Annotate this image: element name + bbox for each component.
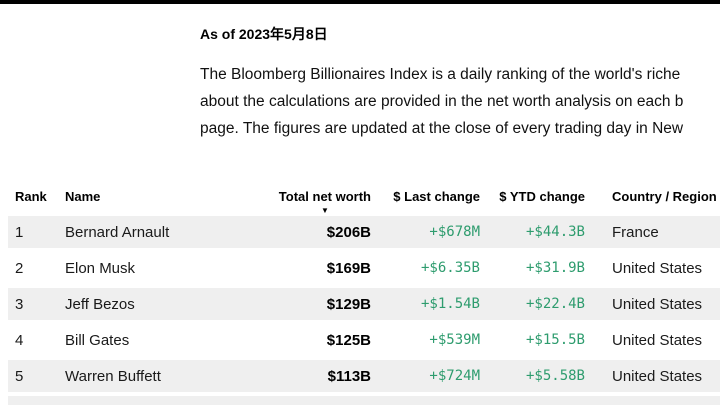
rank-cell: 3 [15,295,24,313]
sort-descending-icon: ▼ [320,206,329,215]
name-cell: Warren Buffett [65,367,161,385]
table-row[interactable]: 2 Elon Musk $169B +$6.35B +$31.9B United… [8,252,720,288]
table-row[interactable]: 5 Warren Buffett $113B +$724M +$5.58B Un… [8,360,720,396]
top-border-bar [0,0,720,4]
country-cell: France [612,223,659,241]
name-cell: Jeff Bezos [65,295,135,313]
last-change-cell: +$539M [429,332,480,348]
last-change-cell: +$678M [429,224,480,240]
ytd-change-cell: +$5.58B [525,368,585,384]
intro-paragraph-line: The Bloomberg Billionaires Index is a da… [200,66,681,83]
name-cell: Bill Gates [65,331,130,349]
last-change-cell: +$1.54B [420,296,480,312]
rank-cell: 5 [15,367,24,385]
table-row[interactable]: 4 Bill Gates $125B +$539M +$15.5B United… [8,324,720,360]
column-header-name[interactable]: Name [65,189,101,204]
intro-paragraph-line: about the calculations are provided in t… [200,93,684,110]
table-body: 1 Bernard Arnault $206B +$678M +$44.3B F… [8,216,720,396]
country-cell: United States [612,259,703,277]
net-worth-cell: $113B [327,367,371,385]
column-header-last-change[interactable]: $ Last change [393,189,480,204]
column-header-country-region[interactable]: Country / Region [612,189,717,204]
ytd-change-cell: +$44.3B [525,224,585,240]
table-row[interactable]: 3 Jeff Bezos $129B +$1.54B +$22.4B Unite… [8,288,720,324]
table-header-row: Rank Name Total net worth ▼ $ Last chang… [8,178,720,216]
column-header-total-net-worth[interactable]: Total net worth ▼ [240,190,379,215]
table-row-partial [8,396,720,405]
ytd-change-cell: +$15.5B [525,332,585,348]
name-cell: Elon Musk [65,259,136,277]
net-worth-cell: $169B [326,259,371,277]
ytd-change-cell: +$22.4B [525,296,585,312]
net-worth-cell: $206B [326,223,371,241]
rank-cell: 4 [15,331,24,349]
country-cell: United States [612,367,703,385]
rank-cell: 2 [15,259,24,277]
country-cell: United States [612,331,703,349]
last-change-cell: +$724M [429,368,480,384]
column-header-total-net-worth-label: Total net worth [278,189,371,204]
table-row[interactable]: 1 Bernard Arnault $206B +$678M +$44.3B F… [8,216,720,252]
net-worth-cell: $125B [326,331,371,349]
country-cell: United States [612,295,703,313]
rank-cell: 1 [15,223,24,241]
column-header-rank[interactable]: Rank [15,189,47,204]
net-worth-cell: $129B [326,295,371,313]
intro-paragraph: The Bloomberg Billionaires Index is a da… [200,61,720,142]
billionaires-table: Rank Name Total net worth ▼ $ Last chang… [8,178,720,405]
column-header-ytd-change[interactable]: $ YTD change [499,189,585,204]
ytd-change-cell: +$31.9B [525,260,585,276]
intro-section: As of 2023年5月8日 The Bloomberg Billionair… [200,24,720,142]
name-cell: Bernard Arnault [65,223,170,241]
as-of-date: As of 2023年5月8日 [200,26,328,42]
intro-paragraph-line: page. The figures are updated at the clo… [200,120,684,137]
last-change-cell: +$6.35B [420,260,480,276]
